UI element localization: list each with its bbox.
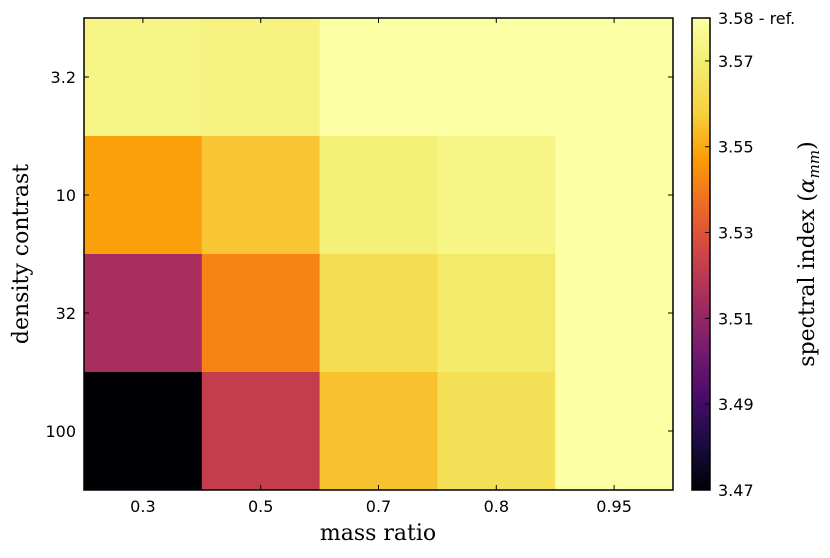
x-tick-label: 0.3 [130, 497, 155, 516]
y-axis-label: density contrast [9, 164, 34, 344]
x-tick-label: 0.8 [484, 497, 509, 516]
colorbar-label-subscript: mm [805, 150, 823, 178]
heatmap-cell [319, 18, 438, 137]
x-tick-label: 0.95 [596, 497, 632, 516]
heatmap-cell [319, 136, 438, 255]
heatmap-cell [437, 254, 556, 373]
x-tick-label: 0.7 [366, 497, 391, 516]
heatmap-cell [319, 372, 438, 491]
y-axis-ticks: 3.2 10 32 100 [45, 68, 673, 441]
colorbar-label-text: spectral index [795, 208, 820, 367]
heatmap-cell [555, 254, 674, 373]
colorbar-ticks: 3.58 - ref. 3.57 3.55 3.53 3.51 3.49 3.47 [705, 9, 795, 500]
heatmap-cell [555, 18, 674, 137]
y-tick-label: 3.2 [51, 68, 76, 87]
x-tick-label: 0.5 [248, 497, 273, 516]
heatmap-cell [555, 136, 674, 255]
heatmap-cell [437, 136, 556, 255]
heatmap-cell [201, 18, 321, 137]
y-tick-label: 10 [56, 186, 76, 205]
heatmap-cell [201, 136, 321, 255]
heatmap-cell [84, 18, 203, 137]
colorbar-label-symbol: α [795, 178, 820, 193]
heatmap-cell [201, 254, 321, 373]
heatmap-cells [84, 18, 674, 491]
colorbar-label: spectral index (αmm) [795, 141, 823, 366]
colorbar-tick-label: 3.58 - ref. [718, 9, 795, 28]
colorbar-tick-label: 3.47 [718, 481, 754, 500]
heatmap-cell [84, 254, 203, 373]
colorbar-tick-label: 3.51 [718, 309, 754, 328]
colorbar-label-paren-open: ( [795, 193, 820, 202]
y-tick-label: 100 [45, 422, 76, 441]
heatmap-cell [84, 372, 203, 491]
colorbar [691, 17, 711, 491]
colorbar-tick-label: 3.57 [718, 52, 754, 71]
heatmap-cell [319, 254, 438, 373]
heatmap-cell [437, 18, 556, 137]
y-tick-label: 32 [56, 304, 76, 323]
heatmap-cell [201, 372, 321, 491]
colorbar-label-paren-close: ) [795, 141, 820, 150]
heatmap-cell [84, 136, 203, 255]
x-axis-label: mass ratio [320, 521, 436, 546]
heatmap-cell [555, 372, 674, 491]
x-axis-ticks: 0.3 0.5 0.7 0.8 0.95 [130, 18, 632, 516]
heatmap-cell [437, 372, 556, 491]
colorbar-tick-label: 3.49 [718, 395, 754, 414]
colorbar-tick-label: 3.55 [718, 138, 754, 157]
colorbar-tick-label: 3.53 [718, 224, 754, 243]
